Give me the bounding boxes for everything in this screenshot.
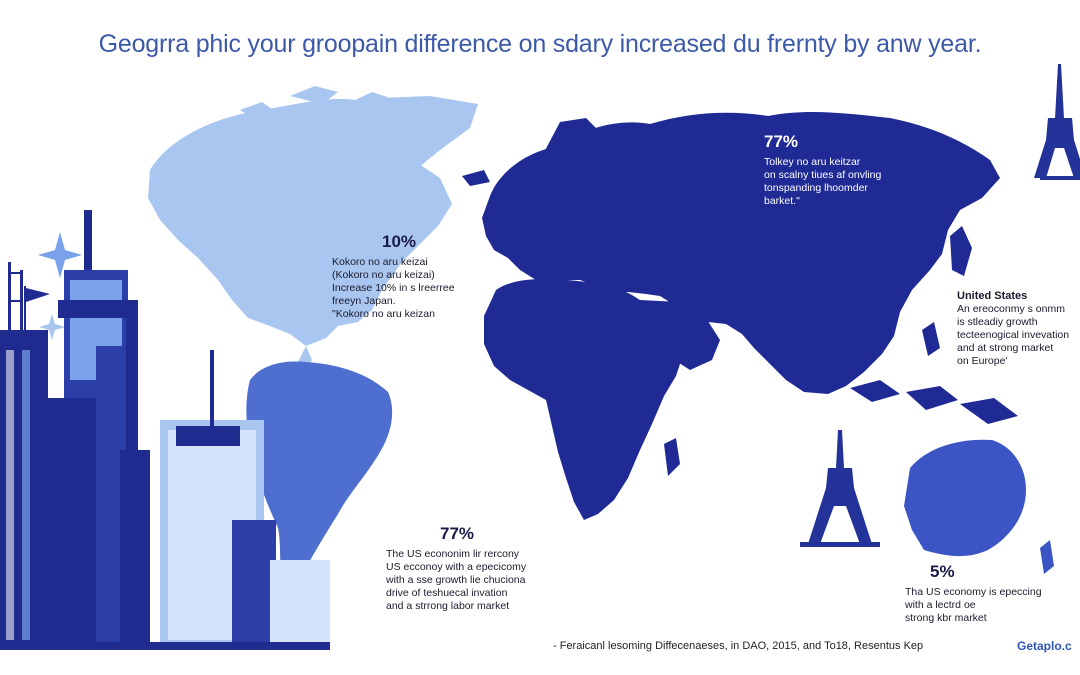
russia-note: Tolkey no aru keitzar on scalny tiues af… [764, 156, 882, 207]
british-isles-region [494, 196, 516, 230]
united-states-heading: United States [957, 290, 1028, 302]
united-states-note: United States An ereoconmy s onmm is stl… [957, 290, 1070, 367]
philippines-region [922, 322, 940, 356]
flag-icon [24, 286, 50, 330]
south-stat: 77% [440, 524, 475, 543]
japan-region [950, 226, 972, 276]
north-america-stat: 10% [382, 232, 417, 251]
city-skyline [0, 210, 330, 650]
madagascar-region [664, 438, 680, 476]
sparkle-icon [38, 232, 82, 278]
africa-region [484, 279, 684, 520]
page-title: Geogrra phic your groopain difference on… [98, 30, 982, 58]
sparkle-icon [39, 314, 65, 340]
indonesia-region [960, 398, 1018, 424]
eurasia-region [482, 112, 1000, 394]
eiffel-tower-icon [1034, 64, 1080, 180]
australia-note: Tha US economy is epeccing with a lectrd… [905, 586, 1042, 624]
brand-logo[interactable]: Getaplo.c [1017, 639, 1072, 653]
indonesia-region [906, 386, 958, 410]
iceland-region [462, 170, 490, 186]
scandinavia-region [540, 118, 600, 170]
north-america-note: Kokoro no aru keizai (Kokoro no aru keiz… [332, 256, 455, 320]
australia-region [904, 439, 1026, 557]
australia-stat: 5% [930, 562, 955, 581]
indonesia-region [850, 380, 900, 402]
new-zealand-region [1040, 540, 1054, 574]
south-note: The US econonim lir rercony US ecconoy w… [386, 548, 527, 612]
north-america-region [148, 92, 452, 346]
arctic-island [258, 128, 286, 146]
south-america-region [246, 361, 393, 588]
greenland-region [358, 96, 478, 168]
arctic-island [290, 86, 338, 104]
arctic-island [240, 102, 276, 120]
arabia-region [640, 300, 720, 370]
source-footnote: - Feraicanl lesoming Diffecenaeses, in D… [553, 640, 924, 652]
eiffel-tower-icon [800, 430, 880, 547]
russia-stat: 77% [764, 132, 799, 151]
